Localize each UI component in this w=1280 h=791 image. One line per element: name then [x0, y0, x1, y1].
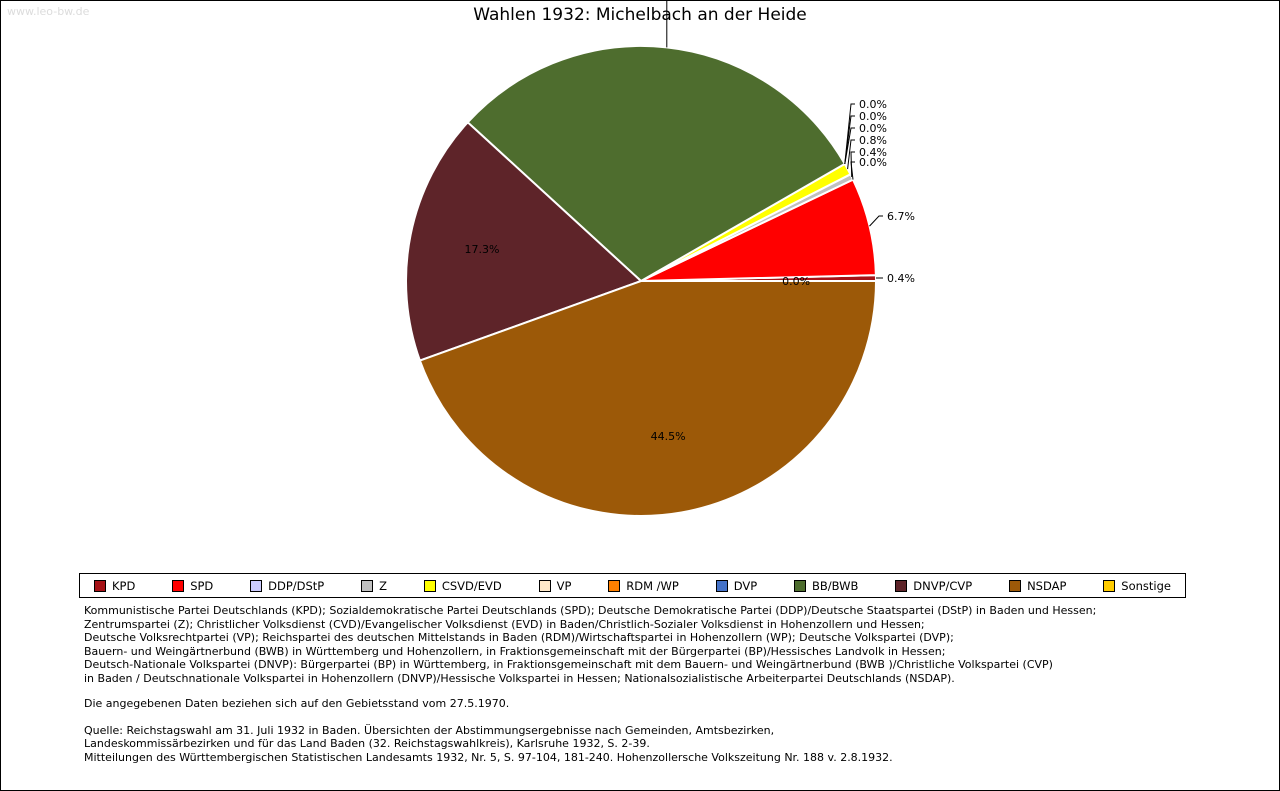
source-note: Quelle: Reichstagswahl am 31. Juli 1932 …	[84, 723, 893, 764]
legend-item-dnvp-cvp: DNVP/CVP	[895, 579, 972, 593]
legend-item-ddp-dstp: DDP/DStP	[250, 579, 324, 593]
party-abbreviations-note: Kommunistische Partei Deutschlands (KPD)…	[84, 604, 1097, 685]
legend-swatch	[1009, 579, 1022, 592]
territory-note: Die angegebenen Daten beziehen sich auf …	[84, 697, 510, 710]
legend: KPD SPD DDP/DStP Z CSVD/EVD VP RDM /WP DVP BB/BW…	[79, 573, 1186, 598]
pie-label-z: 0.4%	[859, 146, 887, 159]
pie-chart: 0.4%6.7%0.0%0.4%0.8%0.0%0.0%0.0%17.3%44.…	[405, 1, 915, 517]
legend-item-vp: VP	[538, 578, 572, 593]
legend-label: SPD	[190, 578, 214, 593]
notes: Kommunistische Partei Deutschlands (KPD)…	[84, 604, 1202, 764]
legend-item-spd: SPD	[172, 579, 213, 593]
legend-swatch	[895, 579, 908, 592]
legend-item-dvp: DVP	[715, 578, 758, 593]
pie-label-ddp-dstp: 0.0%	[859, 156, 887, 169]
legend-item-nsdap: NSDAP	[1009, 579, 1066, 593]
legend-label: Z	[379, 578, 387, 593]
legend-swatch	[1103, 579, 1116, 592]
legend-swatch	[794, 579, 807, 592]
leader-line-vp	[844, 127, 855, 164]
legend-label: DVP	[733, 578, 758, 593]
legend-swatch	[423, 579, 436, 592]
legend-item-rdm-wp: RDM /WP	[608, 579, 679, 593]
leader-line-dvp	[844, 103, 855, 164]
legend-item-bb-bwb: BB/BWB	[794, 579, 858, 593]
legend-item-kpd: KPD	[94, 579, 135, 593]
pie-label-kpd: 0.4%	[887, 272, 915, 285]
pie-label-dnvp-cvp: 17.3%	[465, 243, 500, 256]
pie-slice-dnvp-cvp	[405, 121, 642, 362]
legend-label: VP	[556, 578, 572, 593]
legend-item-z: Z	[361, 579, 387, 593]
pie-slice-nsdap	[418, 280, 877, 517]
pie-label-sonstige: 0.0%	[782, 275, 810, 288]
pie-label-rdm-wp: 0.0%	[859, 110, 887, 123]
legend-label: RDM /WP	[626, 578, 679, 593]
pie-label-dvp: 0.0%	[859, 98, 887, 111]
legend-label: NSDAP	[1027, 578, 1067, 593]
legend-swatch	[361, 579, 374, 592]
legend-label: Sonstige	[1121, 578, 1171, 593]
legend-item-csvd-evd: CSVD/EVD	[423, 578, 502, 593]
leader-line-spd	[869, 215, 883, 227]
legend-label: BB/BWB	[812, 578, 859, 593]
pie-label-vp: 0.0%	[859, 122, 887, 135]
legend-swatch	[94, 579, 106, 592]
legend-swatch	[608, 579, 621, 592]
legend-swatch	[538, 579, 551, 592]
pie-label-nsdap: 44.5%	[651, 430, 686, 443]
legend-item-sonstige: Sonstige	[1103, 579, 1171, 593]
legend-label: CSVD/EVD	[441, 578, 502, 593]
chart-title: Wahlen 1932: Michelbach an der Heide	[473, 5, 807, 25]
legend-swatch	[250, 579, 263, 592]
pie-slice-bb-bwb	[466, 45, 846, 282]
legend-swatch	[172, 579, 185, 592]
pie-label-spd: 6.7%	[887, 210, 915, 223]
legend-label: DDP/DStP	[268, 578, 325, 593]
legend-label: DNVP/CVP	[913, 578, 973, 593]
leader-line-z	[850, 151, 855, 178]
leader-line-csvd-evd	[847, 139, 855, 170]
pie-label-csvd-evd: 0.8%	[859, 134, 887, 147]
watermark: www.leo-bw.de	[7, 5, 90, 18]
legend-swatch	[715, 579, 728, 592]
legend-label: KPD	[112, 578, 136, 593]
